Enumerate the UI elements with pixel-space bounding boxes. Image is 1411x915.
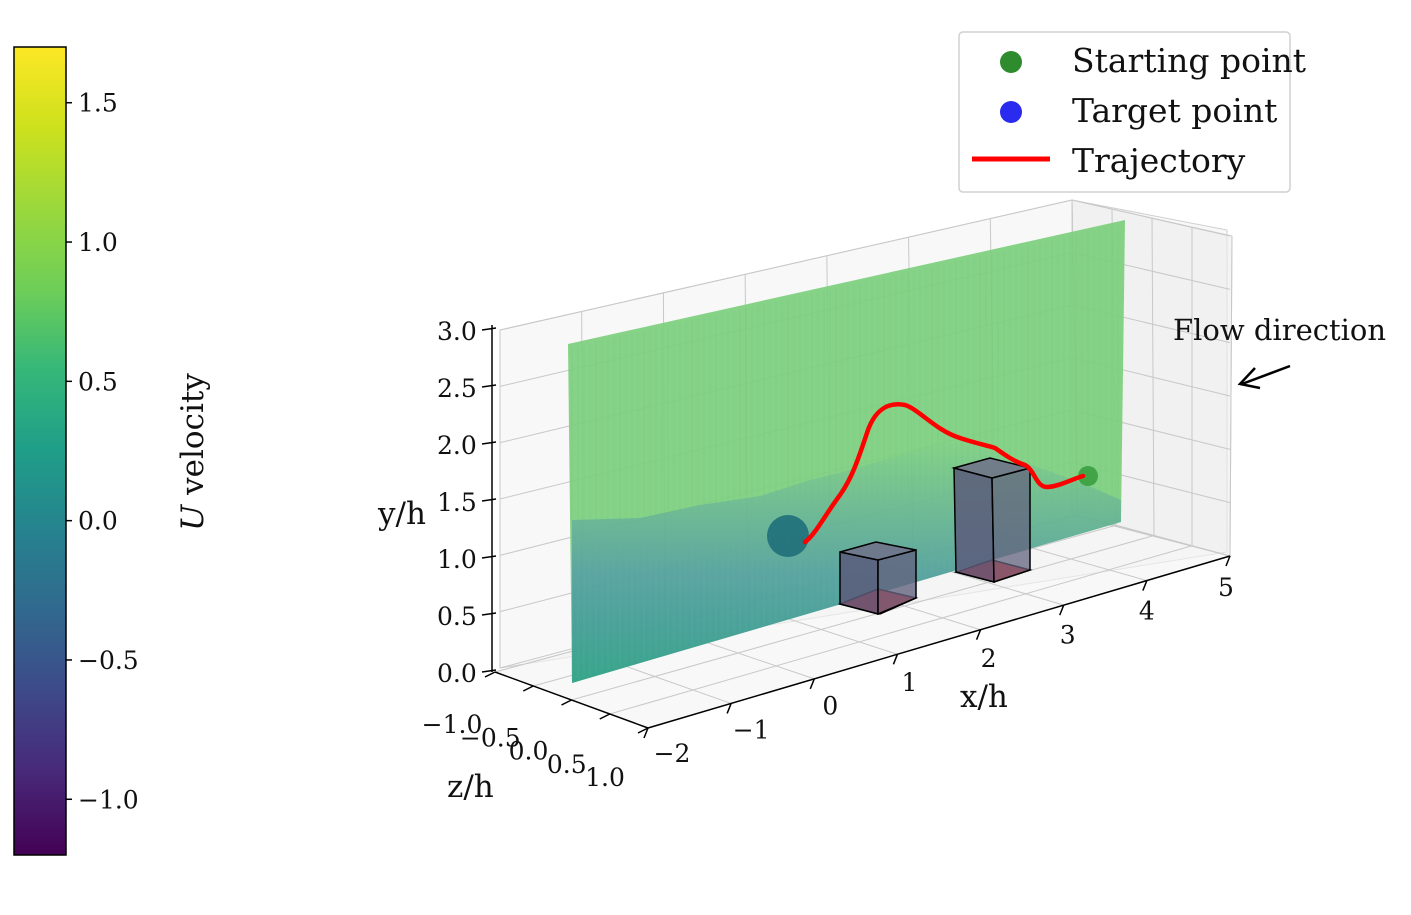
x-tick-mark (975, 629, 982, 640)
legend-starting-point-icon (1000, 51, 1022, 73)
x-tick-mark (1142, 580, 1148, 591)
y-tick-label: 2.0 (437, 431, 477, 460)
colorbar-gradient (13, 46, 67, 856)
y-tick-label: 1.5 (437, 488, 477, 517)
grid-line-y (499, 199, 1073, 331)
obstacle-2-side (991, 467, 1031, 584)
legend-target-point-label: Target point (1072, 91, 1277, 130)
y-tick-mark (481, 384, 497, 388)
x-axis-spine (647, 555, 1231, 729)
y-tick-label: 2.5 (437, 374, 477, 403)
z-tick-label: −0.5 (460, 723, 521, 752)
y-tick-label: 0.5 (437, 602, 477, 631)
x-tick-mark (892, 654, 899, 665)
z-tick-mark (484, 671, 496, 678)
colorbar-tick-label: 1.5 (78, 89, 118, 118)
x-tick-label: 4 (1139, 597, 1155, 626)
colorbar-label-italic: U (175, 504, 211, 531)
legend-trajectory-label: Trajectory (1072, 141, 1246, 180)
flow-direction-arrow-icon (1237, 364, 1291, 390)
z-tick-mark (637, 727, 649, 734)
x-axis-label: x/h (960, 679, 1008, 715)
z-axis-ticks: −1.0−0.50.00.51.0 (422, 671, 649, 792)
legend: Starting point Target point Trajectory (958, 31, 1306, 193)
y-tick-mark (481, 669, 497, 673)
y-tick-label: 1.0 (437, 545, 477, 574)
colorbar: 1.5 1.0 0.5 0.0 −0.5 −1.0 U velocity (13, 46, 211, 856)
target-point-marker (767, 515, 809, 557)
y-axis-ticks: 0.0 0.5 1.0 1.5 2.0 2.5 3.0 (437, 317, 497, 688)
x-tick-label: −1 (733, 715, 770, 744)
flow-direction-annotation: Flow direction (1173, 313, 1386, 347)
x-axis-ticks: −2 −1 0 1 2 3 4 5 (643, 555, 1234, 768)
y-tick-mark (481, 555, 497, 559)
obstacle-2-front (953, 467, 995, 583)
x-tick-mark (1059, 604, 1065, 616)
colorbar-tick-label: 0.5 (78, 367, 118, 396)
x-tick-mark (1225, 555, 1231, 567)
grid-line-z-side (1229, 235, 1233, 557)
colorbar-tick-label: −0.5 (78, 646, 139, 675)
obstacle-1-top (839, 541, 917, 561)
x-tick-label: 2 (981, 644, 997, 673)
z-tick-label: −1.0 (422, 710, 483, 739)
z-tick-label: 0.0 (509, 737, 549, 766)
x-tick-mark (643, 727, 649, 739)
x-tick-label: −2 (654, 739, 691, 768)
legend-starting-point-label: Starting point (1072, 41, 1306, 80)
x-tick-label: 5 (1218, 573, 1234, 602)
y-tick-mark (481, 441, 497, 445)
colorbar-label: U velocity (175, 373, 211, 531)
y-tick-mark (481, 498, 497, 502)
x-tick-label: 0 (822, 692, 838, 721)
z-axis-spine (494, 671, 649, 729)
z-tick-mark (522, 685, 534, 692)
z-axis-label: z/h (447, 769, 494, 805)
x-tick-label: 3 (1060, 620, 1076, 649)
colorbar-label-rest: velocity (175, 373, 211, 505)
z-tick-label: 0.5 (547, 750, 587, 779)
y-tick-mark (481, 327, 497, 331)
colorbar-tick-label: 1.0 (78, 228, 118, 257)
x-tick-label: 1 (901, 668, 917, 697)
colorbar-ticks: 1.5 1.0 0.5 0.0 −0.5 −1.0 (66, 89, 139, 814)
z-tick-mark (599, 713, 611, 720)
y-axis-label: y/h (377, 496, 426, 532)
colorbar-tick-label: −1.0 (78, 785, 139, 814)
y-tick-label: 3.0 (437, 317, 477, 346)
obstacle-box-1 (837, 541, 919, 616)
x-tick-mark (809, 678, 815, 690)
grid-line-y-side (1071, 199, 1231, 237)
grid-line-z-side (1151, 217, 1155, 536)
grid-line-z-floor (571, 535, 1155, 701)
legend-target-point-icon (1000, 101, 1022, 123)
obstacle-1-front (839, 551, 879, 615)
y-tick-mark (481, 612, 497, 616)
z-tick-mark (561, 699, 572, 706)
y-tick-label: 0.0 (437, 659, 477, 688)
legend-frame (958, 31, 1291, 193)
x-tick-mark (726, 703, 732, 714)
colorbar-tick-label: 0.0 (78, 507, 118, 536)
z-tick-label: 1.0 (585, 763, 625, 792)
starting-point-marker (1078, 466, 1098, 486)
trajectory-line (802, 402, 1086, 545)
obstacle-box-2 (951, 457, 1033, 584)
grid-line-z-floor (609, 545, 1193, 715)
